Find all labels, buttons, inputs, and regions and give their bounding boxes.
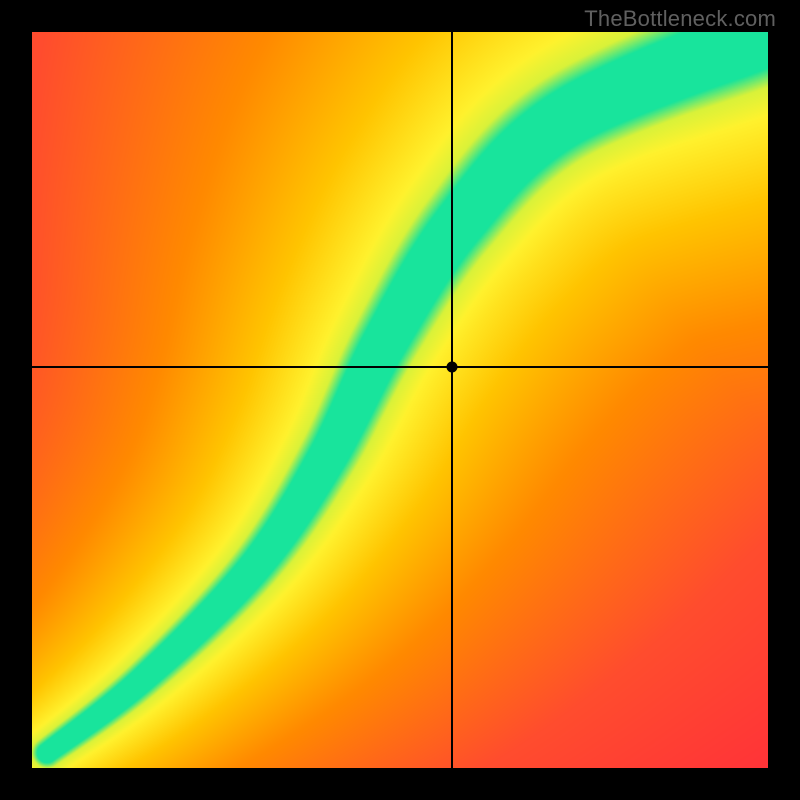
heatmap-canvas [32, 32, 768, 768]
bottleneck-heatmap [32, 32, 768, 768]
crosshair-vertical [451, 32, 453, 768]
crosshair-marker [446, 361, 457, 372]
crosshair-horizontal [32, 366, 768, 368]
watermark-text: TheBottleneck.com [584, 6, 776, 32]
